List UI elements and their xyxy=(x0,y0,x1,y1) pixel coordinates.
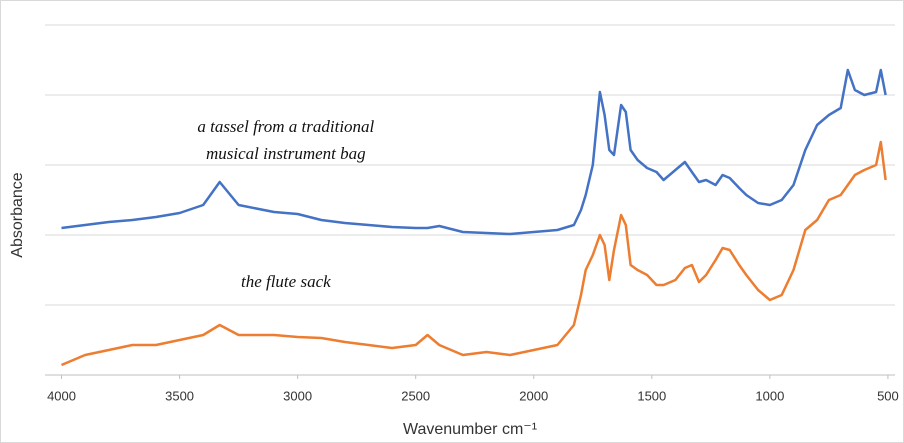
x-tick-label: 4000 xyxy=(47,388,76,403)
x-tick-label: 2000 xyxy=(519,388,548,403)
x-tick-label: 3500 xyxy=(165,388,194,403)
x-tick-label: 1000 xyxy=(755,388,784,403)
x-tick-label: 3000 xyxy=(283,388,312,403)
annotation: musical instrument bag xyxy=(206,144,366,163)
spectrum-line xyxy=(61,68,887,236)
spectrum-line xyxy=(61,140,887,367)
x-tick-label: 500 xyxy=(877,388,899,403)
x-axis-label: Wavenumber cm⁻¹ xyxy=(403,421,537,438)
annotation: a tassel from a traditional xyxy=(197,117,374,136)
y-axis-label: Absorbance xyxy=(9,172,26,257)
annotation: the flute sack xyxy=(241,272,331,291)
x-tick-label: 2500 xyxy=(401,388,430,403)
x-tick-label: 1500 xyxy=(637,388,666,403)
